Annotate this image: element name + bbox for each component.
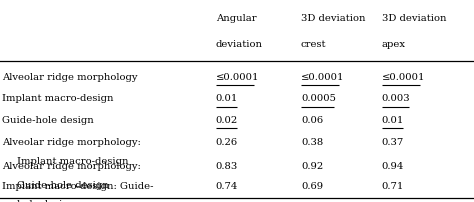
Text: crest: crest (301, 40, 327, 49)
Text: 0.92: 0.92 (301, 162, 323, 171)
Text: 3D deviation: 3D deviation (301, 14, 365, 23)
Text: 0.003: 0.003 (382, 95, 410, 103)
Text: 0.06: 0.06 (301, 116, 323, 125)
Text: ≤0.0001: ≤0.0001 (382, 73, 425, 82)
Text: 0.01: 0.01 (216, 95, 238, 103)
Text: 0.26: 0.26 (216, 138, 238, 147)
Text: ≤0.0001: ≤0.0001 (216, 73, 259, 82)
Text: Alveolar ridge morphology: Alveolar ridge morphology (2, 73, 138, 82)
Text: deviation: deviation (216, 40, 263, 49)
Text: Guide-hole design: Guide-hole design (17, 181, 109, 190)
Text: Angular: Angular (216, 14, 256, 23)
Text: 0.69: 0.69 (301, 182, 323, 191)
Text: 0.71: 0.71 (382, 182, 404, 191)
Text: Implant macro-design: Guide-: Implant macro-design: Guide- (2, 182, 154, 191)
Text: Implant macro-design: Implant macro-design (2, 95, 114, 103)
Text: Alveolar ridge morphology:: Alveolar ridge morphology: (2, 138, 141, 147)
Text: Alveolar ridge morphology:: Alveolar ridge morphology: (2, 162, 141, 171)
Text: 0.0005: 0.0005 (301, 95, 336, 103)
Text: 0.02: 0.02 (216, 116, 238, 125)
Text: hole design: hole design (17, 200, 75, 202)
Text: 0.38: 0.38 (301, 138, 323, 147)
Text: 0.01: 0.01 (382, 116, 404, 125)
Text: 3D deviation: 3D deviation (382, 14, 446, 23)
Text: ≤0.0001: ≤0.0001 (301, 73, 345, 82)
Text: 0.74: 0.74 (216, 182, 238, 191)
Text: 0.83: 0.83 (216, 162, 238, 171)
Text: Implant macro-design: Implant macro-design (17, 157, 128, 166)
Text: apex: apex (382, 40, 406, 49)
Text: 0.94: 0.94 (382, 162, 404, 171)
Text: 0.37: 0.37 (382, 138, 404, 147)
Text: Guide-hole design: Guide-hole design (2, 116, 94, 125)
